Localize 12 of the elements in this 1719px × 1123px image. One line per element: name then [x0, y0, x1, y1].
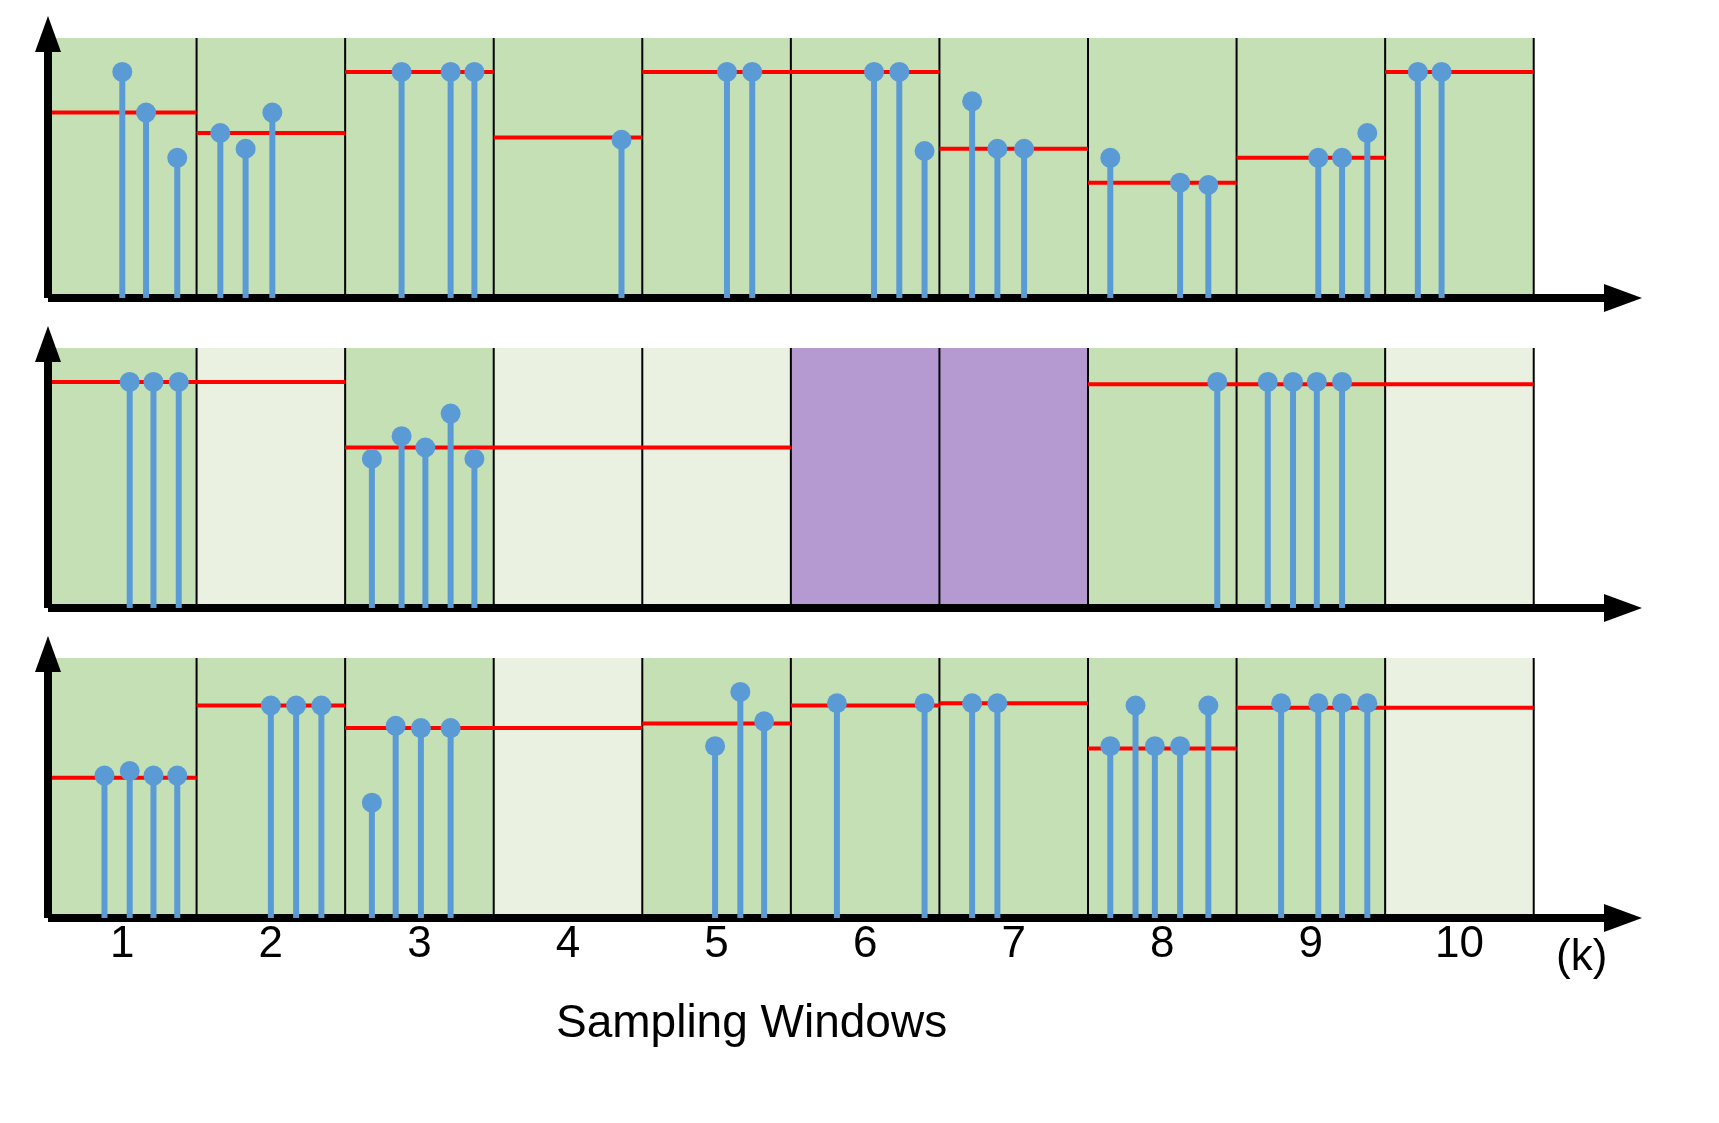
x-tick-label: 8	[1150, 917, 1175, 967]
x-tick-label: 4	[555, 917, 581, 967]
text: (k)	[1556, 930, 1608, 980]
x-tick-label: 3	[407, 917, 432, 967]
x-tick-label: 2	[258, 917, 284, 967]
x-tick-label: 1	[110, 917, 135, 967]
x-tick-label: 9	[1298, 917, 1324, 967]
x-tick-label: 10	[1434, 917, 1484, 967]
x-tick-label: 5	[704, 917, 729, 967]
x-axis-title: Sampling Windows	[555, 994, 949, 1048]
x-tick-label: 7	[1001, 917, 1026, 967]
x-tick-label: 6	[852, 917, 878, 967]
